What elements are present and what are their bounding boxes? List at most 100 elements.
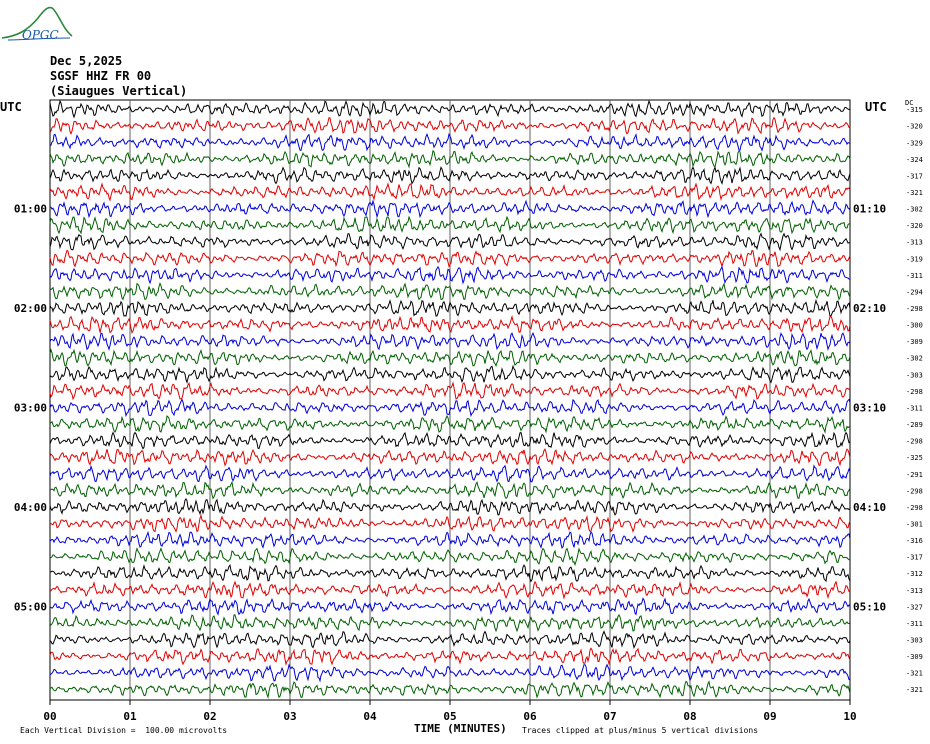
left-time-label: 05:00 (14, 600, 47, 613)
footer-clip-note: Traces clipped at plus/minus 5 vertical … (522, 726, 759, 735)
header-station: SGSF HHZ FR 00 (50, 69, 152, 83)
trace-line (49, 99, 851, 119)
trace-line (49, 448, 851, 467)
dc-offset-label: -327 (906, 603, 923, 611)
trace-line (49, 331, 851, 351)
trace-line (49, 116, 851, 136)
trace-line (50, 199, 851, 219)
x-tick-label: 09 (763, 710, 776, 723)
trace-line (49, 480, 851, 500)
footer-division-note: Each Vertical Division = 100.00 microvol… (20, 726, 228, 735)
x-tick-label: 00 (43, 710, 56, 723)
right-time-label: 05:10 (853, 600, 886, 613)
dc-offset-label: -303 (906, 637, 923, 645)
dc-offset-label: -300 (906, 322, 923, 330)
right-time-label: 04:10 (853, 501, 886, 514)
dc-offset-label: -311 (906, 620, 923, 628)
x-tick-label: 04 (363, 710, 377, 723)
trace-line (49, 149, 851, 169)
left-time-label: 02:00 (14, 302, 47, 315)
dc-offset-label: -298 (906, 487, 923, 495)
dc-offset-label: -302 (906, 206, 923, 214)
trace-line (49, 165, 851, 185)
dc-offset-label: -313 (906, 587, 923, 595)
trace-line (49, 513, 851, 533)
dc-offset-label: -317 (906, 172, 923, 180)
trace-line (49, 580, 851, 600)
logo-text: OPGC (22, 28, 59, 42)
trace-line (49, 647, 851, 667)
trace-line (49, 414, 851, 434)
trace-line (49, 497, 851, 516)
dc-offset-label: -298 (906, 305, 923, 313)
left-time-label: 04:00 (14, 501, 47, 514)
trace-line (49, 630, 851, 650)
dc-offset-label: -321 (906, 189, 923, 197)
trace-line (49, 132, 851, 152)
opgc-logo-icon (1, 6, 73, 41)
trace-line (49, 265, 851, 285)
dc-offset-label: -319 (906, 255, 923, 263)
trace-line (49, 398, 851, 418)
trace-line (49, 564, 851, 583)
dc-offset-label: -325 (906, 454, 923, 462)
trace-line (49, 364, 851, 385)
x-tick-label: 03 (283, 710, 296, 723)
dc-offset-label: -313 (906, 239, 923, 247)
dc-offset-label: -298 (906, 438, 923, 446)
x-tick-label: 01 (123, 710, 137, 723)
dc-offset-label: -316 (906, 537, 923, 545)
dc-offset-label: -294 (906, 288, 923, 296)
dc-offset-label: -311 (906, 272, 923, 280)
right-time-label: 02:10 (853, 302, 886, 315)
trace-line (49, 663, 851, 683)
trace-line (49, 597, 851, 616)
dc-offset-label: -298 (906, 388, 923, 396)
dc-offset-label: -315 (906, 106, 923, 114)
trace-line (49, 464, 851, 483)
trace-line (49, 381, 851, 401)
dc-offset-label: -298 (906, 504, 923, 512)
dc-offset-label: -321 (906, 686, 923, 694)
dc-offset-label: -301 (906, 520, 923, 528)
dc-offset-label: -320 (906, 123, 923, 131)
dc-offset-label: -320 (906, 222, 923, 230)
dc-offset-label: -302 (906, 355, 923, 363)
right-time-label: 01:10 (853, 203, 886, 216)
dc-offset-label: -303 (906, 371, 923, 379)
trace-line (49, 547, 851, 567)
dc-offset-label: -317 (906, 554, 923, 562)
dc-offset-label: -291 (906, 471, 923, 479)
trace-line (49, 431, 851, 450)
axis-xlabel: TIME (MINUTES) (414, 722, 507, 735)
dc-offset-label: -289 (906, 421, 923, 429)
dc-offset-label: -312 (906, 570, 923, 578)
trace-line (49, 680, 851, 700)
dc-offset-label: -309 (906, 338, 923, 346)
dc-offset-label: -321 (906, 670, 923, 678)
left-time-label: 03:00 (14, 401, 47, 414)
header-date: Dec 5,2025 (50, 54, 123, 68)
trace-line (49, 298, 851, 317)
dc-offset-label: -311 (906, 404, 923, 412)
trace-line (49, 314, 851, 334)
dc-label: DC (905, 99, 914, 107)
header-location: (Siaugues Vertical) (50, 84, 188, 98)
trace-line (49, 348, 851, 367)
utc-label-left: UTC (0, 100, 22, 114)
x-tick-label: 06 (523, 710, 537, 723)
x-tick-label: 02 (203, 710, 216, 723)
right-time-label: 03:10 (853, 401, 886, 414)
left-time-label: 01:00 (14, 203, 47, 216)
trace-line (49, 613, 851, 633)
trace-line (49, 182, 851, 202)
x-tick-label: 08 (683, 710, 696, 723)
trace-line (49, 530, 851, 549)
trace-line (49, 215, 851, 235)
dc-offset-label: -324 (906, 156, 923, 164)
trace-line (49, 282, 851, 301)
dc-offset-label: -329 (906, 139, 923, 147)
x-tick-label: 07 (603, 710, 616, 723)
trace-line (49, 232, 851, 252)
